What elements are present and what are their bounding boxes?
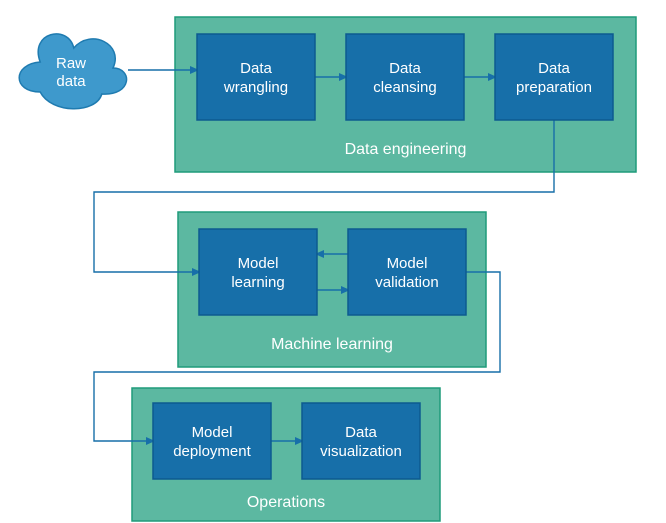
node-visualization-line1: Data [345,424,377,441]
node-visualization-line2: visualization [320,443,402,460]
node-preparation-line1: Data [538,60,570,77]
flow-diagram: Data engineering Machine learning Operat… [0,0,666,523]
container-label-data-engineering: Data engineering [345,141,467,158]
node-visualization: Data visualization [302,403,420,479]
node-learning: Model learning [199,229,317,315]
node-wrangling-line1: Data [240,60,272,77]
node-cleansing-line1: Data [389,60,421,77]
cloud-label-line2: data [56,73,86,90]
node-preparation: Data preparation [495,34,613,120]
node-learning-line1: Model [238,255,279,272]
node-validation-line2: validation [375,274,438,291]
node-preparation-line2: preparation [516,79,592,96]
node-validation-line1: Model [387,255,428,272]
container-label-operations: Operations [247,494,325,511]
node-deployment-line2: deployment [173,443,251,460]
node-validation: Model validation [348,229,466,315]
node-learning-line2: learning [231,274,284,291]
container-label-machine-learning: Machine learning [271,336,393,353]
cloud-label-line1: Raw [56,55,86,72]
node-deployment-line1: Model [192,424,233,441]
node-deployment: Model deployment [153,403,271,479]
node-cleansing: Data cleansing [346,34,464,120]
node-wrangling: Data wrangling [197,34,315,120]
cloud-raw-data: Raw data [19,34,126,109]
node-cleansing-line2: cleansing [373,79,436,96]
node-wrangling-line2: wrangling [223,79,288,96]
